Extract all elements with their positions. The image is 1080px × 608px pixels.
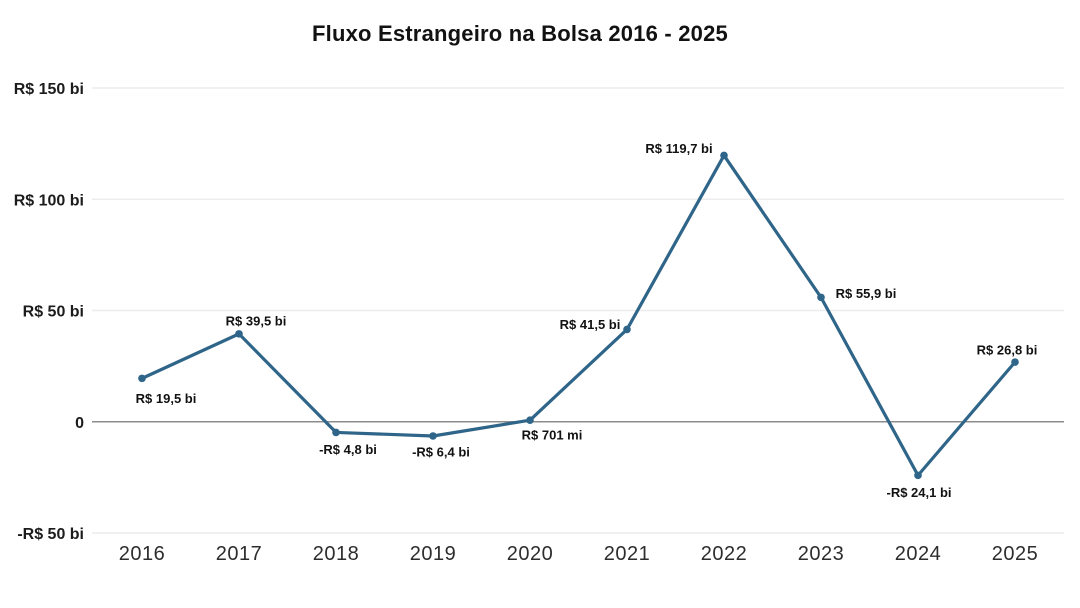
x-axis-tick-label: 2025 xyxy=(992,543,1039,565)
data-point-marker xyxy=(526,416,534,424)
x-axis-tick-label: 2024 xyxy=(895,543,942,565)
data-point-marker xyxy=(429,432,437,440)
x-axis-tick-label: 2016 xyxy=(119,543,166,565)
data-point-marker xyxy=(332,428,340,437)
data-point-marker xyxy=(817,293,825,302)
data-point-label: R$ 26,8 bi xyxy=(977,343,1038,358)
x-axis-tick-label: 2018 xyxy=(313,543,360,565)
data-point-label: R$ 39,5 bi xyxy=(226,313,287,328)
y-axis-tick-label: R$ 50 bi xyxy=(23,304,84,321)
chart-title: Fluxo Estrangeiro na Bolsa 2016 - 2025 xyxy=(312,21,728,46)
x-axis-tick-label: 2017 xyxy=(216,543,263,565)
data-point-label: R$ 41,5 bi xyxy=(560,317,621,332)
data-point-label: R$ 119,7 bi xyxy=(645,141,712,156)
x-axis-tick-label: 2021 xyxy=(604,543,651,565)
data-point-marker xyxy=(1011,358,1019,366)
data-point-label: -R$ 24,1 bi xyxy=(886,485,951,500)
data-point-label: R$ 55,9 bi xyxy=(836,286,897,301)
x-axis-tick-label: 2019 xyxy=(410,543,457,565)
data-point-marker xyxy=(235,330,243,338)
data-point-marker xyxy=(623,325,631,334)
x-axis-tick-label: 2020 xyxy=(507,543,554,565)
data-line xyxy=(140,153,1017,477)
y-axis-tick-label: R$ 150 bi xyxy=(14,81,84,98)
data-point-label: -R$ 4,8 bi xyxy=(319,442,377,457)
x-axis-tick-label: 2022 xyxy=(701,543,748,565)
y-axis-tick-label: 0 xyxy=(75,415,84,432)
data-point-label: R$ 19,5 bi xyxy=(136,391,197,406)
data-point-marker xyxy=(914,471,922,480)
x-axis-tick-label: 2023 xyxy=(798,543,845,565)
data-point-marker xyxy=(138,374,146,383)
y-axis-tick-label: R$ 100 bi xyxy=(14,192,84,209)
data-point-marker xyxy=(720,151,728,160)
data-point-label: -R$ 6,4 bi xyxy=(412,444,470,459)
data-point-label: R$ 701 mi xyxy=(522,428,583,443)
y-axis-tick-label: -R$ 50 bi xyxy=(17,526,84,543)
